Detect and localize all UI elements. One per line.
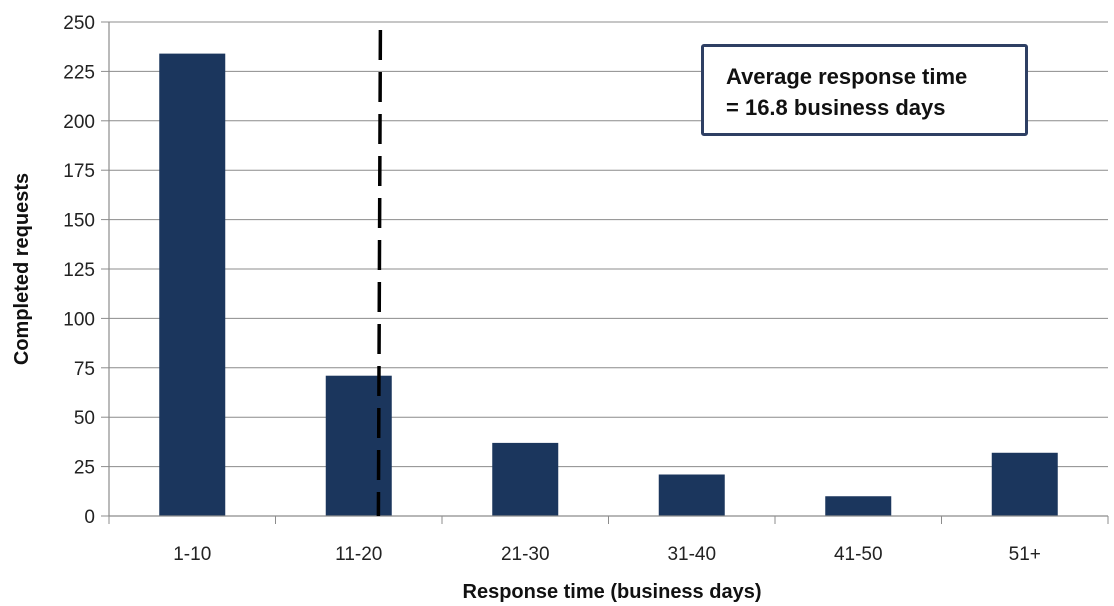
bar-51+ bbox=[991, 452, 1058, 516]
y-tick-label: 75 bbox=[74, 359, 95, 380]
reference-line-group bbox=[376, 29, 383, 517]
x-tick-label: 1-10 bbox=[173, 544, 211, 565]
y-tick-label: 175 bbox=[63, 161, 95, 182]
bar-31-40 bbox=[658, 474, 725, 516]
y-tick-label: 150 bbox=[63, 211, 95, 232]
annotation-line-1: Average response time bbox=[726, 64, 968, 89]
x-tick-label: 21-30 bbox=[501, 544, 550, 565]
y-tick-label: 25 bbox=[74, 458, 95, 479]
y-tick-label: 0 bbox=[84, 507, 95, 528]
y-axis-title: Completed requests bbox=[11, 173, 33, 365]
bars bbox=[159, 53, 1058, 517]
y-tick-label: 225 bbox=[63, 62, 95, 83]
bar-11-20 bbox=[325, 375, 392, 516]
x-tick-label: 51+ bbox=[1009, 544, 1041, 565]
y-tick-label: 200 bbox=[63, 112, 95, 133]
x-tick-label: 11-20 bbox=[335, 544, 382, 565]
y-tick-label: 250 bbox=[63, 13, 95, 34]
annotation-line-2: = 16.8 business days bbox=[726, 95, 946, 120]
y-tick-labels: 0 25 50 75 100 125 150 175 200 225 250 bbox=[63, 13, 95, 528]
x-tick-label: 41-50 bbox=[834, 544, 883, 565]
x-tick-label: 31-40 bbox=[667, 544, 716, 565]
axes bbox=[108, 22, 1109, 524]
bar-41-50 bbox=[825, 496, 892, 516]
y-tick-label: 100 bbox=[63, 309, 95, 330]
bar-1-10 bbox=[159, 53, 226, 517]
bar-21-30 bbox=[492, 442, 559, 516]
x-tick-labels: 1-10 11-20 21-30 31-40 41-50 51+ bbox=[173, 544, 1041, 565]
gridlines bbox=[101, 21, 1108, 517]
x-axis-title: Response time (business days) bbox=[463, 581, 762, 603]
average-reference-line bbox=[376, 29, 383, 517]
y-tick-label: 50 bbox=[74, 408, 95, 429]
annotation-text: Average response time = 16.8 business da… bbox=[726, 61, 967, 123]
annotation-box: Average response time = 16.8 business da… bbox=[701, 44, 1028, 136]
y-tick-label: 125 bbox=[63, 260, 95, 281]
